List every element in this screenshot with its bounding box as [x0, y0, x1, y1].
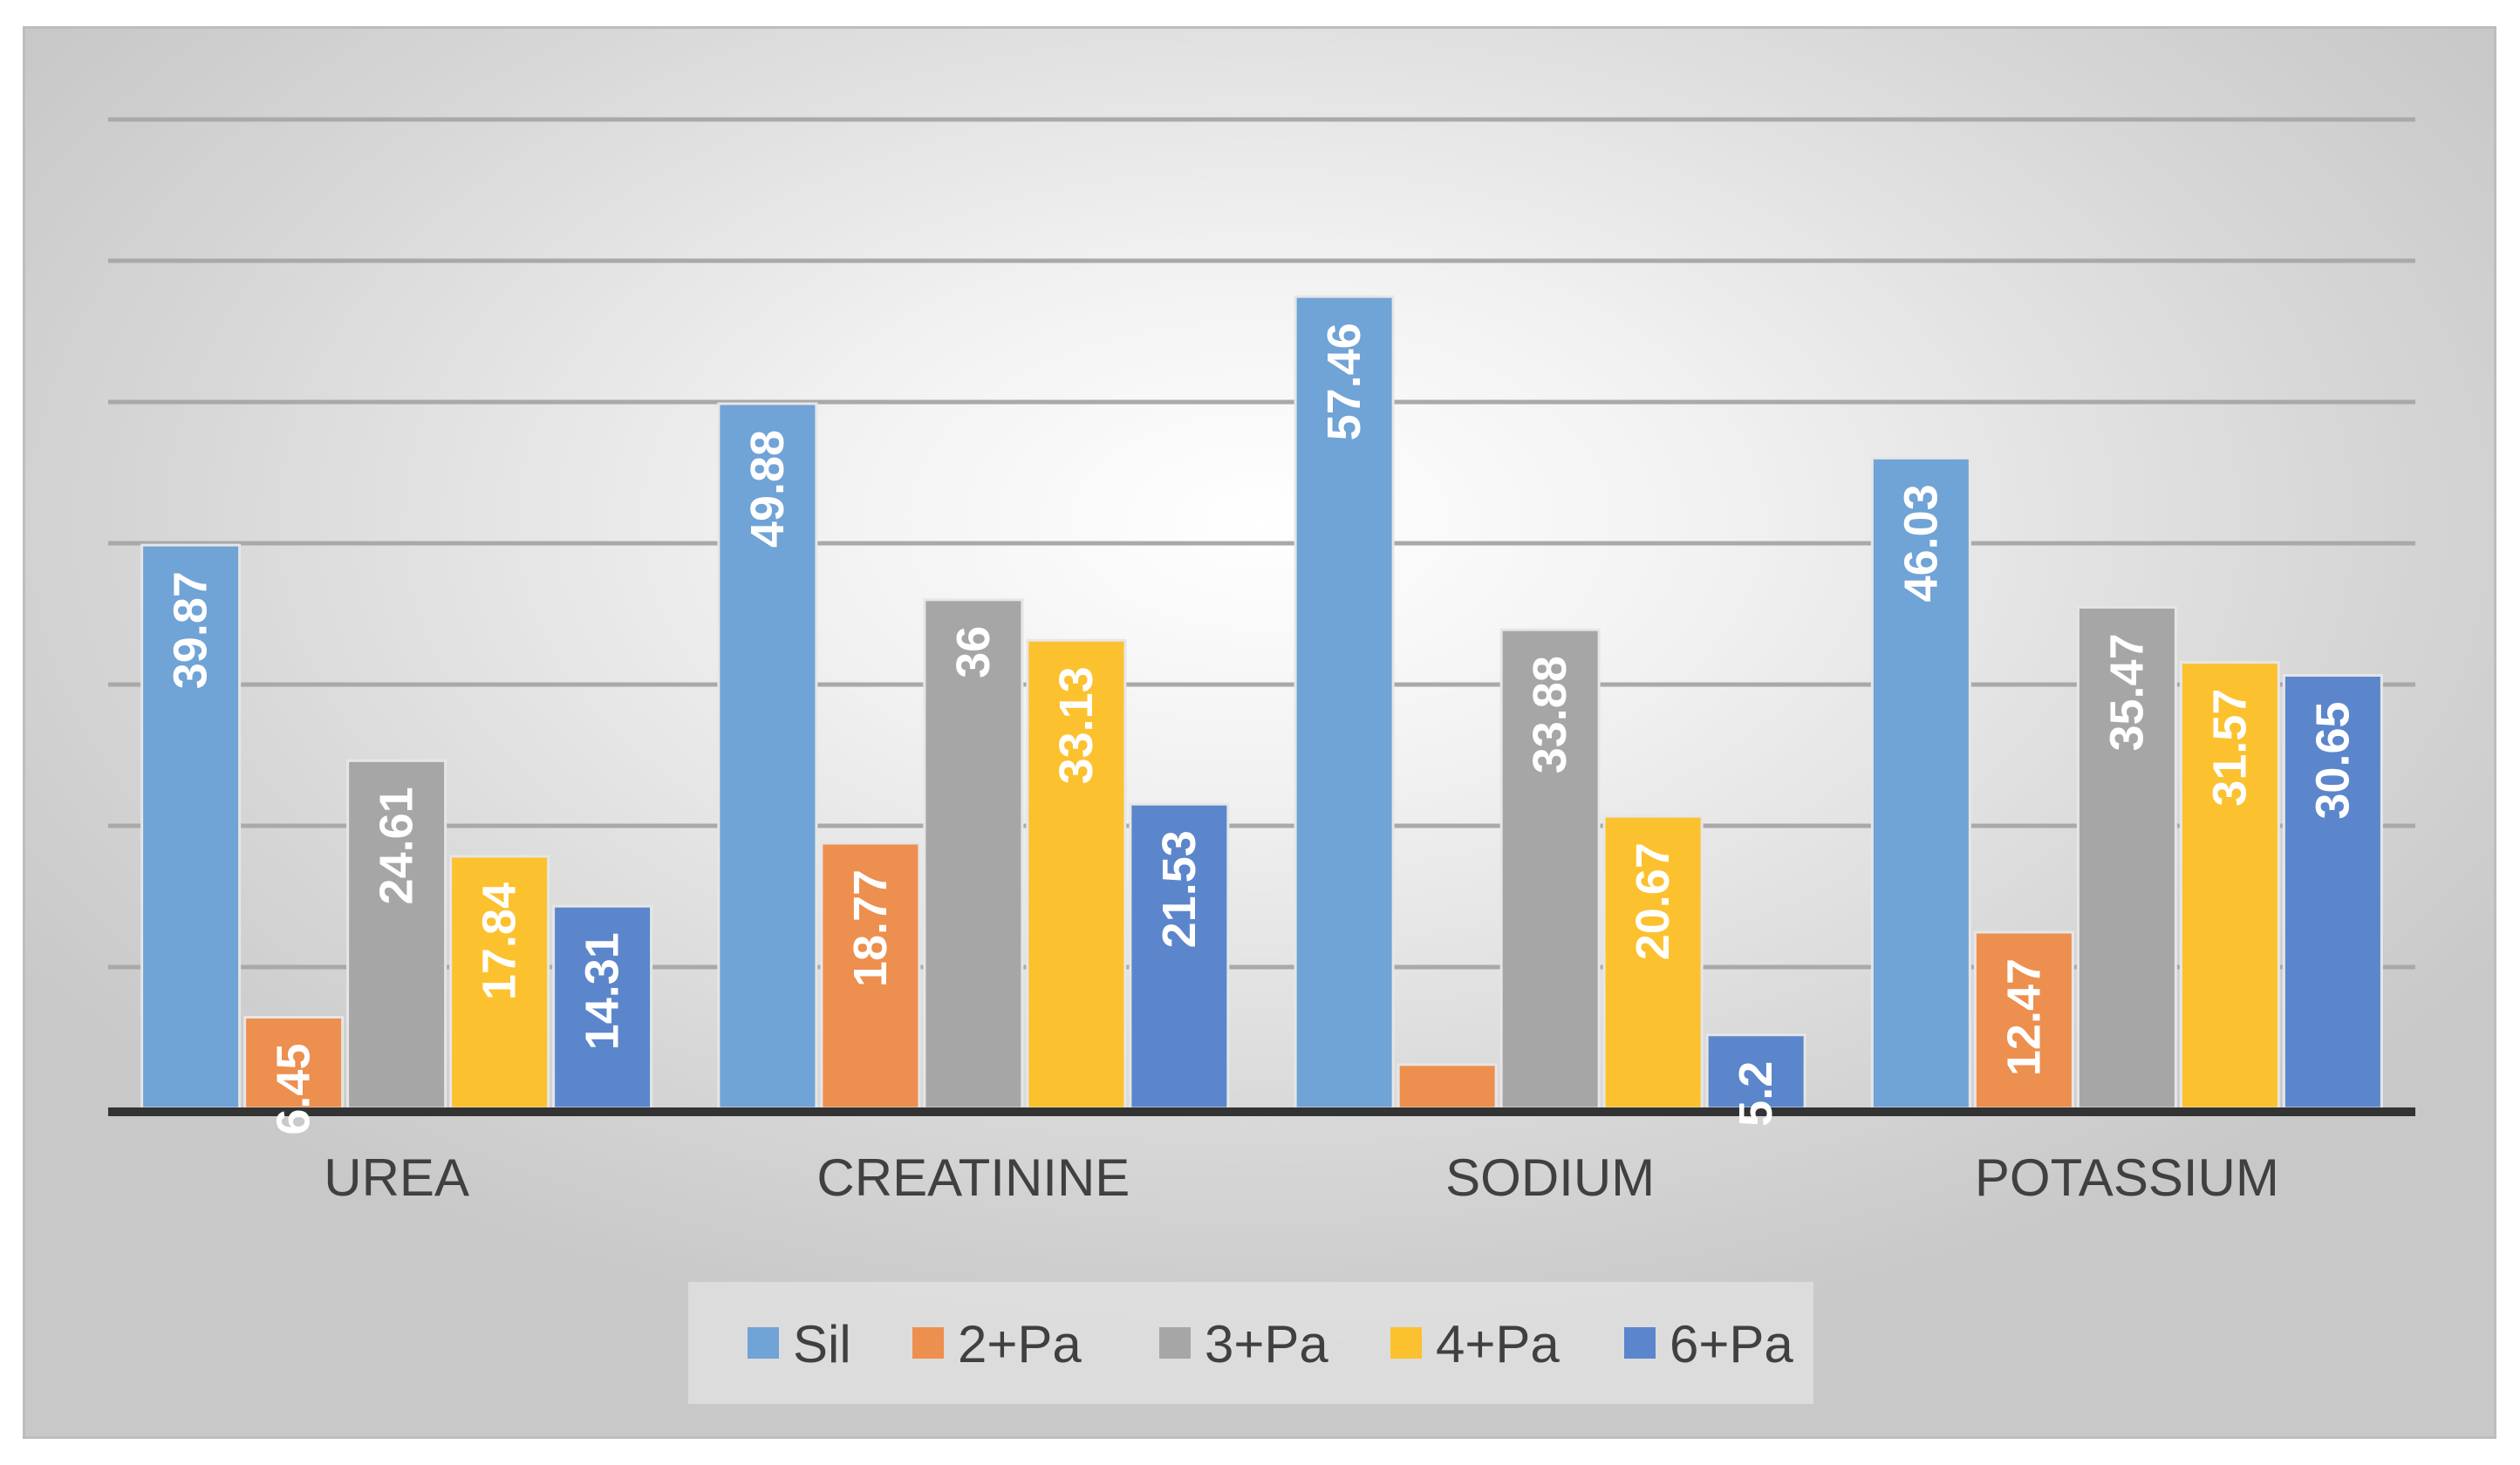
data-label: 57.46 — [1318, 323, 1370, 440]
data-label: 31.57 — [2203, 689, 2256, 807]
data-label: 12.47 — [1998, 958, 2050, 1076]
bar-4-pa-sodium — [1602, 814, 1704, 1110]
data-label: 18.77 — [844, 869, 897, 987]
bar-2-pa-potassium — [1973, 930, 2074, 1110]
legend-label[interactable]: Sil — [793, 1315, 851, 1373]
data-labels: 39.87 6.45 24.61 17.84 14.31 49.88 18.77 36 33.1… — [165, 323, 2360, 1135]
legend-label[interactable]: 2+Pa — [958, 1315, 1082, 1373]
data-label: 21.53 — [1153, 830, 1205, 948]
bar-sil-creatinine — [717, 402, 818, 1110]
category-label: CREATININE — [816, 1148, 1130, 1207]
legend-label[interactable]: 6+Pa — [1670, 1315, 1793, 1373]
bar-sil-sodium — [1294, 295, 1395, 1110]
legend-swatch — [1159, 1327, 1191, 1359]
bar-2-pa-sodium — [1397, 1063, 1498, 1110]
bar-6-pa-creatinine — [1129, 802, 1230, 1110]
data-label: 30.65 — [2306, 701, 2359, 819]
data-label: 35.47 — [2100, 633, 2153, 751]
data-label: 14.31 — [577, 932, 629, 1050]
bar-sil-potassium — [1870, 456, 1971, 1110]
bar-6-pa-urea — [552, 904, 653, 1110]
bar-3-pa-urea — [346, 759, 447, 1110]
bar-3-pa-potassium — [2076, 605, 2177, 1110]
data-label: 24.61 — [371, 787, 423, 904]
category-labels: UREA CREATININE SODIUM POTASSIUM — [324, 1148, 2279, 1207]
category-label: UREA — [324, 1148, 469, 1207]
bar-6-pa-potassium — [2282, 673, 2383, 1110]
bar-3-pa-creatinine — [923, 598, 1024, 1110]
data-label: 46.03 — [1895, 484, 1947, 602]
data-label: 6.45 — [268, 1044, 320, 1135]
data-label: 5.2 — [1730, 1061, 1782, 1127]
category-label: POTASSIUM — [1975, 1148, 2279, 1207]
legend[interactable]: Sil 2+Pa 3+Pa 4+Pa 6+Pa — [688, 1282, 1813, 1404]
bars — [140, 295, 2383, 1110]
bar-6-pa-sodium — [1705, 1033, 1806, 1110]
gridlines — [108, 117, 2415, 970]
category-label: SODIUM — [1445, 1148, 1655, 1207]
data-label: 36 — [947, 626, 1000, 678]
chart-frame: 39.87 6.45 24.61 17.84 14.31 49.88 18.77 36 33.1… — [23, 26, 2496, 1439]
data-label: 33.88 — [1524, 656, 1576, 773]
data-label: 17.84 — [474, 882, 526, 1000]
legend-swatch — [1624, 1327, 1656, 1359]
data-label: 20.67 — [1627, 842, 1679, 960]
bar-3-pa-sodium — [1499, 628, 1601, 1110]
legend-label[interactable]: 4+Pa — [1436, 1315, 1560, 1373]
bar-4-pa-potassium — [2179, 661, 2280, 1110]
bar-2-pa-urea — [243, 1016, 345, 1110]
legend-swatch — [912, 1327, 944, 1359]
legend-label[interactable]: 3+Pa — [1205, 1315, 1328, 1373]
data-label: 39.87 — [165, 571, 217, 689]
data-label: 49.88 — [741, 430, 794, 548]
legend-swatch — [1390, 1327, 1422, 1359]
legend-swatch — [748, 1327, 779, 1359]
bar-2-pa-creatinine — [820, 842, 921, 1110]
bar-chart: 39.87 6.45 24.61 17.84 14.31 49.88 18.77 36 33.1… — [108, 117, 2415, 1404]
bar-4-pa-urea — [449, 855, 550, 1110]
data-label: 33.13 — [1050, 666, 1103, 784]
